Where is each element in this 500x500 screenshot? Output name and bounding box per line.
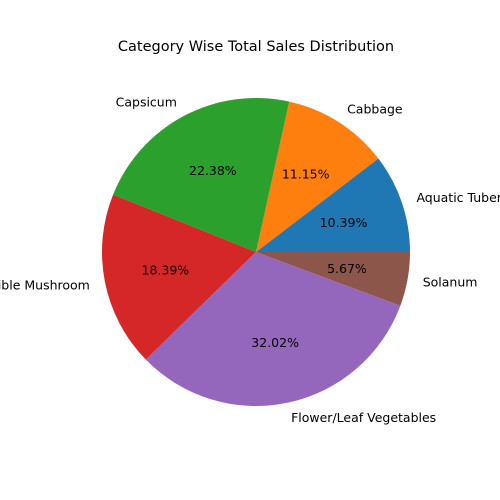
pie-labels: Aquatic Tuberous Vegetables 10.39% Cabbage… bbox=[0, 95, 500, 426]
slice-label-flower-leaf-vegetables: Flower/Leaf Vegetables bbox=[291, 410, 436, 425]
pie-slice-aquatic-tuberous-vegetables bbox=[256, 158, 410, 252]
pie-slice-flower-leaf-vegetables bbox=[145, 252, 401, 407]
slice-label-edible-mushroom: Edible Mushroom bbox=[0, 277, 90, 292]
pie-slice-solanum bbox=[256, 252, 410, 306]
slice-label-solanum: Solanum bbox=[423, 275, 478, 290]
pct-label-capsicum: 22.38% bbox=[189, 163, 237, 178]
pie-slice-edible-mushroom bbox=[101, 194, 256, 360]
chart-title: Category Wise Total Sales Distribution bbox=[118, 39, 394, 55]
pie-slice-cabbage bbox=[256, 101, 379, 252]
pct-label-solanum: 5.67% bbox=[327, 261, 367, 276]
pie-slices bbox=[101, 98, 410, 407]
slice-label-capsicum: Capsicum bbox=[116, 95, 177, 110]
pct-label-edible-mushroom: 18.39% bbox=[142, 262, 190, 277]
slice-label-aquatic-tuberous-vegetables: Aquatic Tuberous Vegetables bbox=[416, 190, 500, 205]
pct-label-cabbage: 11.15% bbox=[282, 167, 330, 182]
slice-label-cabbage: Cabbage bbox=[347, 102, 403, 117]
pie-slice-capsicum bbox=[113, 98, 290, 252]
pct-label-flower-leaf-vegetables: 32.02% bbox=[251, 335, 299, 350]
pct-label-aquatic-tuberous-vegetables: 10.39% bbox=[320, 215, 368, 230]
